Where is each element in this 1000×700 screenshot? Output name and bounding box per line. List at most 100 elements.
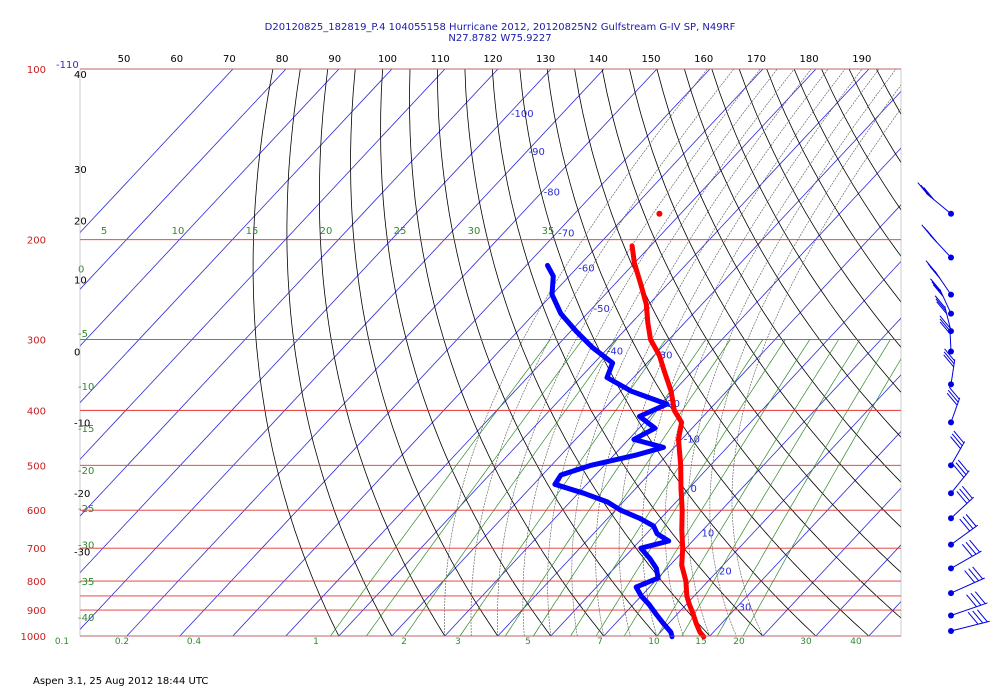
left-green-label: -40 bbox=[78, 613, 94, 624]
isotherm-line bbox=[80, 69, 340, 347]
isotherm-line bbox=[126, 69, 658, 636]
dry-adiabat-line bbox=[574, 69, 901, 619]
wind-barb-flag bbox=[943, 351, 955, 365]
left-green-label: -35 bbox=[78, 577, 94, 588]
wind-barb-flag bbox=[951, 433, 963, 447]
wind-barb-flag bbox=[972, 566, 984, 580]
mixing-ratio-line bbox=[532, 339, 731, 636]
moist-adiabat-label: 30 bbox=[468, 226, 481, 237]
left-axis-label: 10 bbox=[74, 275, 87, 286]
mixing-ratio-label: 30 bbox=[800, 637, 812, 647]
moist-adiabat-label: 20 bbox=[320, 226, 333, 237]
footer-info: Aspen 3.1, 25 Aug 2012 18:44 UTC bbox=[33, 676, 209, 687]
moist-adiabat-line bbox=[470, 69, 735, 636]
moist-adiabat-line bbox=[687, 69, 897, 636]
dry-adiabat-line bbox=[252, 69, 340, 636]
wind-barb-flag bbox=[953, 465, 965, 478]
wind-barb-flag bbox=[962, 516, 974, 530]
dry-adiabat-line bbox=[876, 69, 901, 115]
isotherm-line bbox=[80, 69, 393, 404]
isotherm-line bbox=[338, 69, 870, 636]
isotherm-label: 30 bbox=[739, 602, 752, 613]
wind-barb-shaft bbox=[950, 397, 961, 423]
moist-adiabat-line bbox=[497, 69, 761, 636]
wind-barb-flag bbox=[955, 462, 967, 475]
isotherm-line bbox=[656, 374, 901, 636]
wind-barb-shaft bbox=[950, 524, 979, 546]
wind-barb-flag bbox=[943, 354, 955, 368]
wind-barb-flag bbox=[931, 281, 943, 294]
left-axis-label: 40 bbox=[74, 70, 87, 81]
wind-barb-flag bbox=[968, 568, 980, 582]
wind-barb-flag bbox=[964, 570, 975, 583]
isotherm-label: -100 bbox=[511, 109, 534, 120]
moist-adiabat-line bbox=[444, 69, 708, 636]
wind-barb-flag bbox=[932, 284, 944, 297]
moist-adiabat-line bbox=[641, 69, 863, 636]
wind-barb-flag bbox=[957, 459, 969, 473]
wind-barb-shaft bbox=[950, 620, 990, 632]
isotherm-label: -70 bbox=[558, 228, 574, 239]
moist-adiabat-label: 25 bbox=[394, 226, 407, 237]
dry-adiabat-line bbox=[601, 69, 901, 573]
mixing-ratio-line bbox=[570, 339, 764, 636]
isotherm-line bbox=[868, 600, 901, 636]
dry-adiabat-line bbox=[491, 69, 764, 636]
top-axis-tick-label: 150 bbox=[641, 54, 660, 65]
isotherm-label: -90 bbox=[528, 147, 544, 158]
moist-adiabat-line bbox=[571, 69, 812, 636]
left-green-label: -25 bbox=[78, 504, 94, 515]
wind-barb-flag bbox=[920, 184, 932, 198]
pressure-tick-label: 1000 bbox=[21, 632, 46, 643]
isotherm-line bbox=[80, 69, 552, 574]
isolated-temperature-point bbox=[656, 210, 663, 217]
top-axis-tick-label: 110 bbox=[431, 54, 450, 65]
wind-barb-shaft bbox=[950, 602, 988, 616]
dry-adiabat-line bbox=[519, 69, 817, 636]
isotherm-line bbox=[603, 317, 901, 636]
top-axis-tick-label: 160 bbox=[694, 54, 713, 65]
wind-barb-flag bbox=[939, 315, 951, 329]
top-axis-tick-label: 90 bbox=[328, 54, 341, 65]
isotherm-line bbox=[285, 69, 817, 636]
mixing-ratio-label: 0.4 bbox=[187, 637, 202, 647]
top-axis-tick-label: 80 bbox=[276, 54, 289, 65]
dry-adiabat-line bbox=[931, 69, 1000, 648]
top-axis-tick-label: 50 bbox=[118, 54, 131, 65]
top-left-label: -110 bbox=[56, 60, 79, 71]
dry-adiabat-line bbox=[286, 69, 393, 636]
dry-adiabat-line bbox=[711, 69, 901, 393]
dry-adiabat-line bbox=[848, 69, 901, 164]
wind-barb-flag bbox=[950, 436, 961, 449]
dry-adiabat-line bbox=[684, 69, 901, 438]
mixing-ratio-label: 2 bbox=[401, 637, 407, 647]
isotherm-label: -80 bbox=[544, 187, 560, 198]
top-axis-tick-label: 180 bbox=[800, 54, 819, 65]
dry-adiabat-line bbox=[546, 69, 870, 636]
dry-adiabat-line bbox=[437, 69, 658, 636]
left-axis-label: -10 bbox=[74, 418, 90, 429]
plot-area bbox=[80, 69, 1000, 648]
wind-barb-flag bbox=[956, 491, 968, 504]
pressure-tick-label: 300 bbox=[27, 336, 46, 347]
left-green-label: -15 bbox=[78, 424, 94, 435]
isotherm-line bbox=[815, 544, 901, 636]
left-green-label: -20 bbox=[78, 466, 94, 477]
pressure-tick-label: 800 bbox=[27, 577, 46, 588]
moist-adiabat-line bbox=[595, 69, 829, 636]
isotherm-label: -50 bbox=[594, 304, 610, 315]
plot-border bbox=[79, 68, 902, 637]
mixing-ratio-line bbox=[329, 339, 551, 636]
wind-barb-flag bbox=[939, 318, 951, 332]
wind-barb-flag bbox=[967, 611, 979, 625]
wind-barb-flag bbox=[969, 539, 981, 553]
top-axis-tick-label: 70 bbox=[223, 54, 236, 65]
mixing-ratio-line bbox=[595, 339, 786, 636]
temperature-profile bbox=[629, 243, 707, 640]
moist-adiabat-label: 10 bbox=[172, 226, 185, 237]
pressure-tick-label: 700 bbox=[27, 544, 46, 555]
pressure-tick-label: 400 bbox=[27, 406, 46, 417]
isotherm-line bbox=[80, 69, 446, 460]
moist-adiabat-line bbox=[547, 69, 795, 636]
dewpoint-profile bbox=[545, 262, 675, 640]
